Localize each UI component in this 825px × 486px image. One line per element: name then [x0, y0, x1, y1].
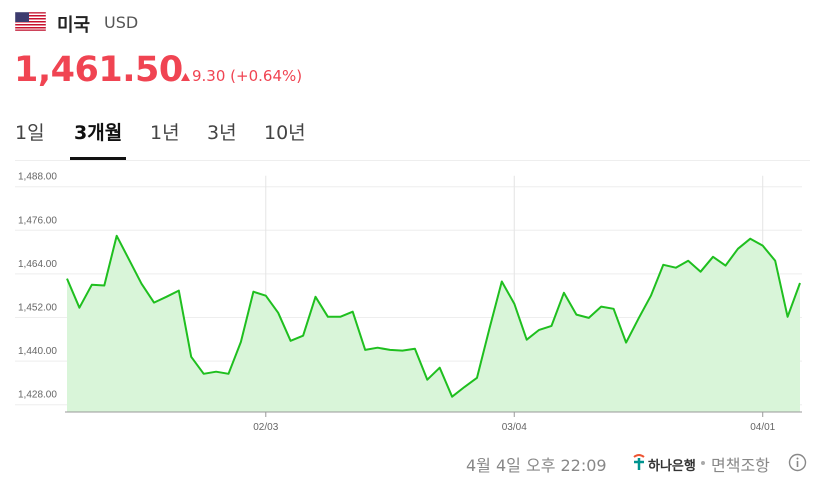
currency: USD	[104, 13, 139, 32]
change: 9.30 (+0.64%)	[192, 67, 303, 85]
y-tick-label: 1,464.00	[18, 259, 57, 270]
divider	[15, 160, 810, 161]
tab[interactable]: 10년	[264, 122, 306, 144]
disclaimer[interactable]: 면책조항	[711, 456, 770, 475]
line	[66, 234, 801, 398]
separator-dot	[701, 461, 705, 465]
y-tick-label: 1,440.00	[18, 346, 57, 357]
timestamp: 4월 4일 오후 22:09	[466, 456, 607, 475]
y-tick-label: 1,452.00	[18, 303, 57, 314]
us-flag	[15, 12, 46, 31]
provider: 하나은행	[648, 459, 696, 474]
y-tick-label: 1,476.00	[18, 215, 57, 226]
tab[interactable]: 1년	[150, 122, 180, 144]
tab-underline	[70, 157, 126, 160]
tab[interactable]: 1일	[15, 122, 45, 144]
x-tick-label: 02/03	[253, 422, 278, 433]
x-tick-label: 03/04	[502, 422, 527, 433]
tab[interactable]: 3년	[207, 122, 237, 144]
x-tick-label: 04/01	[750, 422, 775, 433]
area	[67, 235, 800, 412]
up-arrow	[181, 73, 190, 81]
y-tick-label: 1,428.00	[18, 390, 57, 401]
info-icon[interactable]	[788, 453, 807, 472]
tab[interactable]: 3개월	[74, 122, 123, 144]
y-tick-label: 1,488.00	[18, 172, 57, 183]
provider-logo	[633, 454, 645, 470]
price: 1,461.50	[14, 50, 183, 90]
country: 미국	[57, 15, 91, 36]
